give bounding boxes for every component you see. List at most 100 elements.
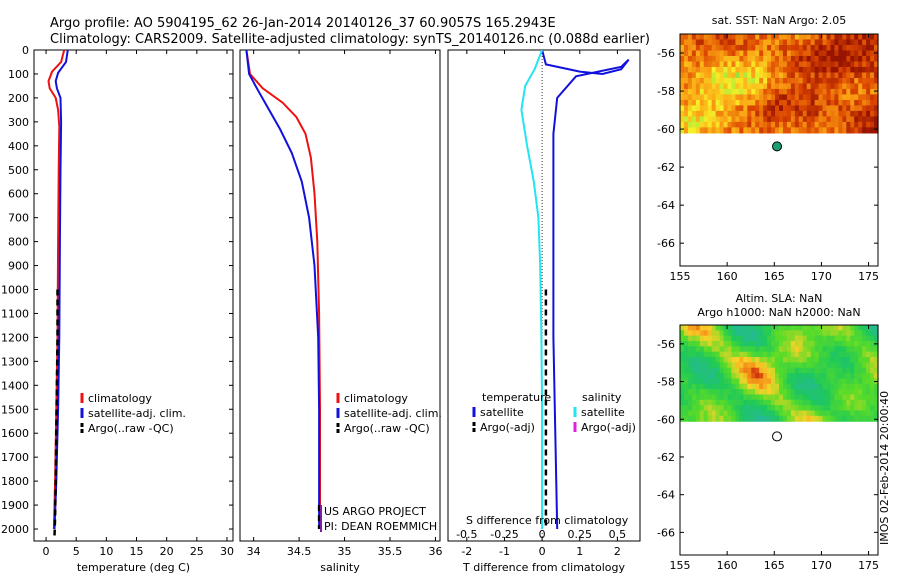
- heatmap-cell: [751, 325, 756, 331]
- heatmap-cell: [826, 405, 832, 412]
- heatmap-cell: [870, 383, 875, 390]
- heatmap-cell: [695, 88, 701, 96]
- heatmap-cell: [810, 72, 816, 79]
- heatmap-cell: [707, 77, 713, 85]
- heatmap-cell: [818, 394, 824, 401]
- heatmap-cell: [814, 110, 820, 117]
- heatmap-cell: [802, 99, 808, 107]
- heatmap-cell: [767, 357, 772, 363]
- heatmap-cell: [814, 383, 820, 390]
- heatmap-cell: [687, 34, 693, 41]
- heatmap-cell: [798, 39, 804, 46]
- heatmap-cell: [846, 394, 851, 401]
- heatmap-cell: [711, 373, 717, 380]
- heatmap-cell: [767, 99, 772, 107]
- heatmap-cell: [810, 346, 816, 353]
- heatmap-cell: [707, 110, 713, 117]
- heatmap-cell: [834, 330, 839, 337]
- heatmap-cell: [814, 55, 820, 63]
- heatmap-cell: [846, 83, 851, 90]
- heatmap-cell: [806, 346, 812, 353]
- heatmap-cell: [779, 55, 784, 63]
- heatmap-cell: [695, 116, 701, 123]
- heatmap-cell: [735, 389, 740, 396]
- heatmap-cell: [683, 335, 689, 342]
- heatmap-cell: [854, 121, 859, 128]
- heatmap-cell: [755, 351, 760, 358]
- heatmap-cell: [695, 39, 701, 46]
- heatmap-cell: [743, 362, 748, 369]
- heatmap-cell: [806, 399, 812, 406]
- heatmap-cell: [759, 394, 764, 401]
- heatmap-cell: [830, 66, 836, 74]
- heatmap-cell: [763, 346, 768, 353]
- heatmap-cell: [866, 373, 871, 380]
- heatmap-cell: [747, 83, 752, 90]
- heatmap-cell: [874, 55, 879, 63]
- heatmap-cell: [763, 72, 768, 79]
- heatmap-cell: [703, 378, 709, 385]
- heatmap-cell: [854, 351, 859, 358]
- heatmap-cell: [687, 330, 693, 337]
- heatmap-cell: [830, 383, 836, 390]
- legend-label: satellite-adj. clim.: [88, 407, 186, 420]
- heatmap-cell: [687, 66, 693, 74]
- heatmap-cell: [771, 399, 776, 406]
- heatmap-cell: [862, 94, 867, 101]
- heatmap-cell: [810, 330, 816, 337]
- heatmap-cell: [794, 44, 800, 52]
- heatmap-cell: [739, 110, 744, 117]
- heatmap-cell: [699, 357, 705, 363]
- heatmap-cell: [683, 34, 689, 41]
- heatmap-cell: [826, 66, 832, 74]
- heatmap-cell: [723, 367, 729, 374]
- heatmap-cell: [699, 367, 705, 374]
- plot-frame: [239, 49, 441, 542]
- heatmap-cell: [822, 378, 828, 385]
- heatmap-cell: [834, 127, 839, 134]
- heatmap-cell: [782, 99, 788, 107]
- heatmap-cell: [711, 66, 717, 74]
- heatmap-cell: [858, 367, 863, 374]
- heatmap-cell: [731, 335, 737, 342]
- heatmap-cell: [719, 44, 725, 52]
- heatmap-cell: [719, 66, 725, 74]
- legend-label: Argo(..raw -QC): [344, 422, 430, 435]
- heatmap-cell: [782, 116, 788, 123]
- heatmap-cell: [862, 346, 867, 353]
- heatmap-cell: [751, 405, 756, 412]
- heatmap-cell: [739, 357, 744, 363]
- heatmap-cell: [711, 83, 717, 90]
- heatmap-cell: [794, 66, 800, 74]
- heatmap-cell: [751, 394, 756, 401]
- heatmap-cell: [691, 116, 697, 123]
- heatmap-cell: [862, 105, 867, 112]
- heatmap-cell: [767, 378, 772, 385]
- heatmap-cell: [727, 83, 733, 90]
- heatmap-cell: [834, 50, 839, 57]
- heatmap-cell: [786, 121, 792, 128]
- heatmap-cell: [735, 357, 740, 363]
- heatmap-cell: [763, 110, 768, 117]
- heatmap-cell: [759, 88, 764, 96]
- heatmap-cell: [711, 72, 717, 79]
- heatmap-cell: [822, 394, 828, 401]
- heatmap-cell: [814, 341, 820, 347]
- heatmap-cell: [862, 127, 867, 134]
- heatmap-cell: [782, 351, 788, 358]
- heatmap-cell: [751, 77, 756, 85]
- heatmap-cell: [771, 330, 776, 337]
- heatmap-cell: [767, 405, 772, 412]
- heatmap-cell: [818, 335, 824, 342]
- heatmap-cell: [874, 335, 879, 342]
- heatmap-cell: [790, 127, 796, 134]
- heatmap-cell: [731, 50, 737, 57]
- heatmap-cell: [715, 399, 721, 406]
- heatmap-cell: [814, 399, 820, 406]
- heatmap-cell: [826, 61, 832, 68]
- heatmap-cell: [735, 367, 740, 374]
- heatmap-cell: [680, 346, 685, 353]
- heatmap-cell: [850, 83, 855, 90]
- heatmap-cell: [759, 99, 764, 107]
- heatmap-cell: [711, 50, 717, 57]
